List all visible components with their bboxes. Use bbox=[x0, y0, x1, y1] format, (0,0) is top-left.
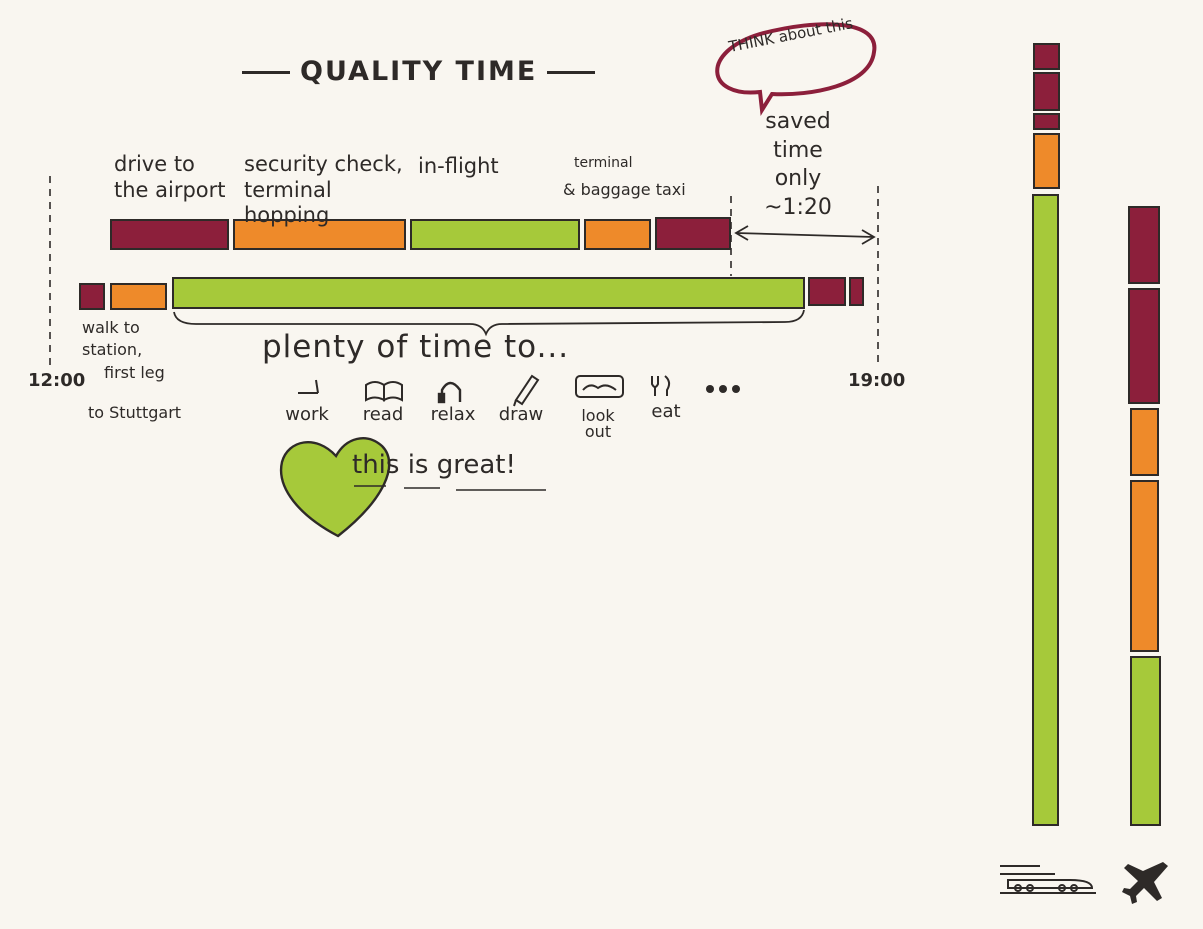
heart-icon bbox=[279, 437, 391, 538]
flight-bar-inflight bbox=[410, 219, 580, 250]
label-inflight: in-flight bbox=[418, 154, 499, 178]
train-bar-walk bbox=[79, 283, 105, 310]
label-to-stuttgart: to Stuttgart bbox=[88, 403, 182, 422]
window-icon bbox=[575, 375, 624, 398]
train-timeline bbox=[79, 277, 864, 310]
label-terminal: terminal bbox=[574, 155, 633, 171]
headphones-icon bbox=[437, 381, 462, 404]
great-underlines bbox=[354, 485, 546, 491]
flight-bar-terminal bbox=[584, 219, 651, 250]
flight-timeline bbox=[110, 217, 731, 250]
train-bar-end-1 bbox=[808, 277, 846, 306]
pencil-icon bbox=[513, 374, 540, 407]
time-start: 12:00 bbox=[28, 370, 86, 391]
saved-time-note: saved time only ~1:20 bbox=[746, 108, 850, 222]
saved-line-4: ~1:20 bbox=[764, 194, 832, 220]
plenty-of-time-text: plenty of time to... bbox=[262, 329, 570, 365]
plane-vertical-bar bbox=[1128, 206, 1161, 826]
train-bar-station bbox=[110, 283, 167, 310]
fork-knife-icon bbox=[651, 375, 671, 396]
book-icon bbox=[365, 381, 403, 402]
label-first-leg: first leg bbox=[104, 363, 165, 382]
activity-relax: relax bbox=[430, 404, 476, 425]
train-icon bbox=[1000, 865, 1096, 894]
activity-look-out: look out bbox=[581, 406, 615, 441]
this-is-great-text: this is great! bbox=[352, 450, 516, 480]
flight-bar-taxi bbox=[655, 217, 731, 250]
ellipsis-icon bbox=[706, 385, 740, 393]
time-end: 19:00 bbox=[848, 370, 906, 391]
activity-draw: draw bbox=[498, 404, 544, 425]
saved-line-3: only bbox=[774, 166, 822, 192]
plenty-brace bbox=[173, 309, 805, 337]
activity-read: read bbox=[362, 404, 404, 425]
saved-line-2: time bbox=[773, 137, 823, 163]
activity-eat: eat bbox=[651, 401, 681, 422]
label-baggage-taxi: & baggage taxi bbox=[563, 180, 686, 199]
think-bubble bbox=[715, 22, 877, 116]
label-station: station, bbox=[82, 340, 143, 359]
label-drive: drive to the airport bbox=[114, 152, 226, 202]
label-security: security check, terminal hopping bbox=[244, 152, 403, 228]
label-walk-to: walk to bbox=[82, 318, 140, 337]
activity-work: work bbox=[285, 404, 329, 425]
flight-bar-security bbox=[233, 219, 406, 250]
laptop-icon bbox=[298, 379, 319, 394]
page-title: QUALITY TIME bbox=[232, 57, 605, 86]
plane-icon bbox=[1122, 862, 1168, 904]
flight-bar-drive bbox=[110, 219, 229, 250]
saved-time-arrow bbox=[734, 225, 876, 245]
train-bar-end-2 bbox=[849, 277, 864, 306]
train-vertical-bar bbox=[1032, 43, 1060, 826]
saved-line-1: saved bbox=[765, 109, 831, 134]
activity-more: ... bbox=[698, 420, 748, 438]
train-bar-ride bbox=[172, 277, 805, 309]
